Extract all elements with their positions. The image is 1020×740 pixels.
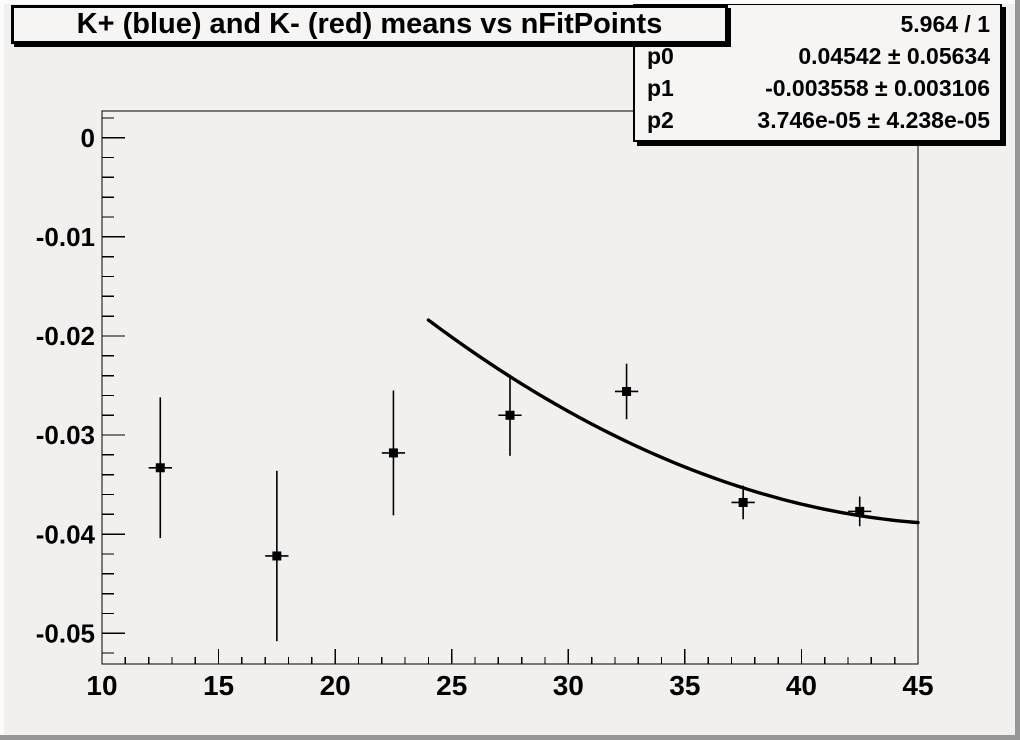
x-tick-labels: 10 15 20 25 30 35 40 45 (86, 670, 933, 701)
x-tick-label: 30 (553, 670, 584, 701)
canvas-bevel-right (1015, 0, 1020, 740)
data-point-marker (272, 551, 282, 561)
axes (101, 110, 919, 665)
x-tick-label: 45 (902, 670, 933, 701)
x-tick-label: 40 (786, 670, 817, 701)
data-point-marker (505, 410, 515, 420)
data-point-marker (622, 386, 632, 396)
stats-param-value: -0.003558 ± 0.003106 (765, 75, 990, 102)
stats-row-2: p1 -0.003558 ± 0.003106 (635, 77, 1000, 100)
x-tick-label: 25 (436, 670, 467, 701)
y-tick-label: -0.04 (36, 519, 96, 549)
stats-param-label: p0 (647, 42, 674, 69)
x-tick-label: 15 (203, 670, 234, 701)
x-tick-label: 35 (669, 670, 700, 701)
y-tick-labels: 0 -0.01 -0.02 -0.03 -0.04 -0.05 (36, 123, 96, 649)
data-series (148, 363, 872, 642)
stats-param-value: 3.746e-05 ± 4.238e-05 (757, 107, 990, 134)
data-point-marker (738, 497, 748, 507)
stats-row-3: p2 3.746e-05 ± 4.238e-05 (635, 109, 1000, 132)
title-box: K+ (blue) and K- (red) means vs nFitPoin… (11, 5, 728, 44)
y-tick-label: -0.05 (36, 618, 95, 648)
canvas-bevel-bottom (0, 735, 1020, 740)
y-tick-label: -0.01 (36, 222, 95, 252)
stats-row-0: 5.964 / 1 (635, 10, 1000, 37)
x-tick-label: 20 (320, 670, 351, 701)
stats-param-value: 5.964 / 1 (900, 10, 990, 37)
y-tick-label: -0.02 (36, 321, 95, 351)
chart-title: K+ (blue) and K- (red) means vs nFitPoin… (76, 8, 663, 40)
stats-param-value: 0.04542 ± 0.05634 (798, 42, 990, 69)
stats-param-label: p2 (647, 107, 674, 134)
data-point-marker (388, 448, 398, 458)
fit-curve (426, 318, 920, 525)
y-tick-label: -0.03 (36, 420, 95, 450)
canvas-bevel-top (0, 0, 1020, 4)
x-tick-label: 10 (86, 670, 117, 701)
data-point-marker (155, 463, 165, 473)
stats-row-1: p0 0.04542 ± 0.05634 (635, 42, 1000, 69)
y-tick-label: 0 (81, 123, 95, 153)
data-point-marker (855, 506, 865, 516)
plot-frame (101, 110, 919, 665)
stats-param-label: p1 (647, 75, 674, 102)
canvas-bevel-left (0, 0, 4, 740)
